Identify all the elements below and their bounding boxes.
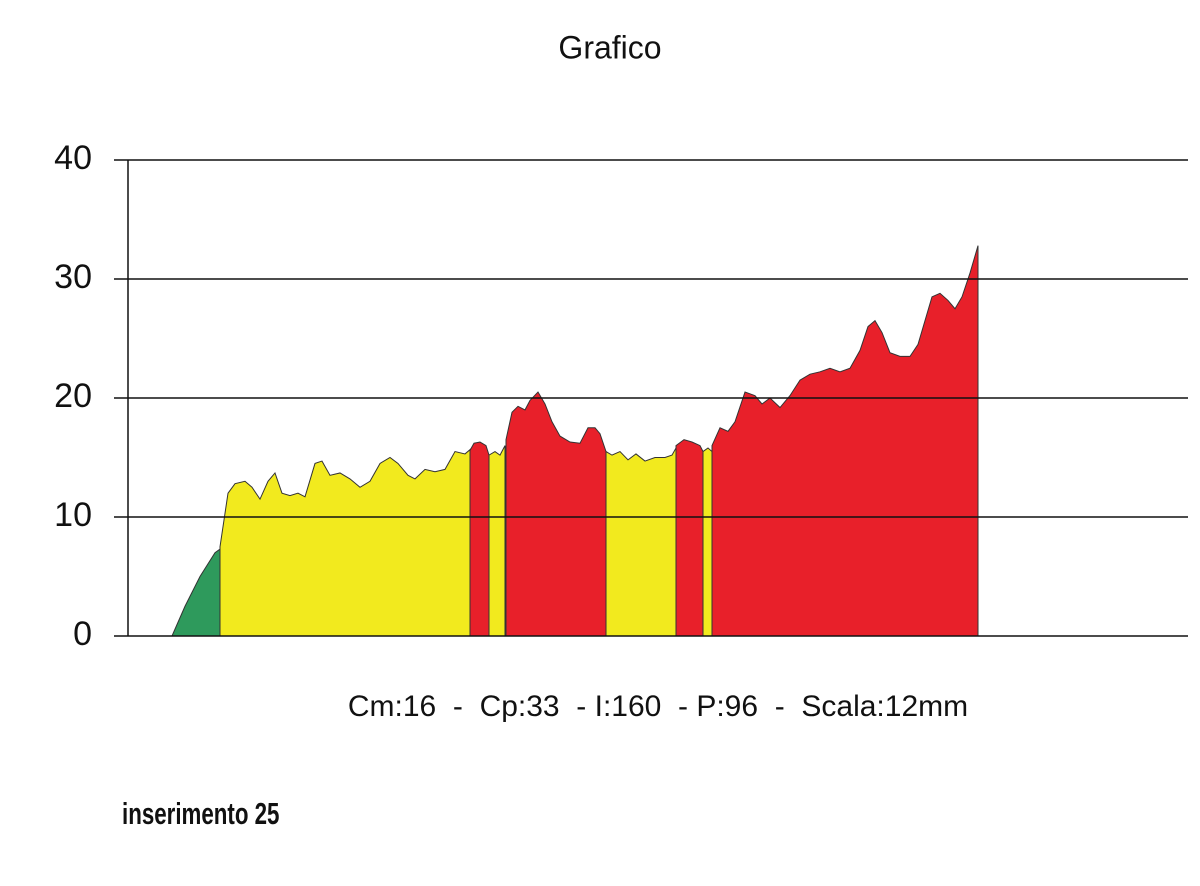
summary-annotation: Cm:16 - Cp:33 - I:160 - P:96 - Scala:12m… xyxy=(348,690,968,723)
area-segment xyxy=(675,439,704,637)
y-tick-label: 10 xyxy=(54,496,92,534)
area-segment xyxy=(702,447,713,637)
y-tick-label: 30 xyxy=(54,258,92,296)
area-segment xyxy=(488,445,506,637)
insert-annotation: inserimento 25 xyxy=(122,797,279,831)
area-segment xyxy=(711,245,979,637)
area-segment xyxy=(605,446,677,637)
area-segment xyxy=(505,391,607,637)
area-segment xyxy=(469,441,490,637)
chart-title: Grafico xyxy=(558,29,661,65)
y-tick-label: 20 xyxy=(54,377,92,415)
y-tick-label: 0 xyxy=(73,615,92,653)
area-segment xyxy=(219,446,473,637)
y-tick-label: 40 xyxy=(54,139,92,177)
